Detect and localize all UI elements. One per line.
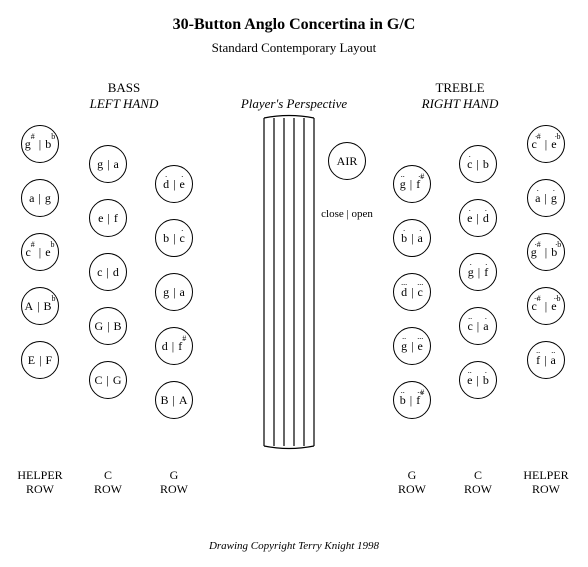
title: 30-Button Anglo Concertina in G/C xyxy=(0,16,588,34)
button-R_C-2: .g | .f xyxy=(459,253,497,291)
button-label: ...d | ...c xyxy=(400,286,424,298)
button-L_helper-3: A | Bb xyxy=(21,287,59,325)
row-label: HELPER xyxy=(506,468,586,483)
row-label: G xyxy=(134,468,214,483)
button-label: ..c | .a xyxy=(466,320,489,332)
button-L_G-2: g | a xyxy=(155,273,193,311)
button-R_G-3: ..g | ...e xyxy=(393,327,431,365)
button-label: ..g | ..f# xyxy=(399,178,425,190)
button-label: .c# | .eb xyxy=(530,138,561,150)
button-label: e | f xyxy=(97,212,119,224)
treble-label: TREBLE xyxy=(360,80,560,96)
button-label: .g# | .bb xyxy=(530,246,562,258)
row-label: ROW xyxy=(134,482,214,497)
button-label: .g | .f xyxy=(467,266,489,278)
button-label: ..c# | ..eb xyxy=(530,300,561,312)
button-label: ..b | ...f# xyxy=(399,394,425,406)
button-R_C-3: ..c | .a xyxy=(459,307,497,345)
button-label: B | A xyxy=(159,394,188,406)
button-label: .c | b xyxy=(466,158,490,170)
button-L_helper-4: E | F xyxy=(21,341,59,379)
button-L_C-2: c | d xyxy=(89,253,127,291)
button-R_C-4: ..e | .b xyxy=(459,361,497,399)
button-label: C | G xyxy=(93,374,122,386)
perspective-label: Player's Perspective xyxy=(194,96,394,112)
button-R_C-1: .e | .d xyxy=(459,199,497,237)
button-label: ..f | ..a xyxy=(535,354,557,366)
button-R_G-2: ...d | ...c xyxy=(393,273,431,311)
button-label: g | a xyxy=(96,158,120,170)
button-label: g# | bb xyxy=(24,138,56,150)
bellows xyxy=(244,111,334,453)
button-R_helper-1: .a | .g xyxy=(527,179,565,217)
button-label: .e | .d xyxy=(466,212,490,224)
button-R_G-1: .b | .a xyxy=(393,219,431,257)
button-R_G-0: ..g | ..f# xyxy=(393,165,431,203)
button-L_C-3: G | B xyxy=(89,307,127,345)
button-label: c | d xyxy=(96,266,120,278)
button-L_helper-1: a | g xyxy=(21,179,59,217)
button-label: .a | .g xyxy=(534,192,558,204)
button-R_helper-2: .g# | .bb xyxy=(527,233,565,271)
button-label: d | f# xyxy=(161,340,187,352)
button-R_C-0: .c | b xyxy=(459,145,497,183)
button-L_G-4: B | A xyxy=(155,381,193,419)
button-L_G-1: b | .c xyxy=(155,219,193,257)
button-label: b | .c xyxy=(162,232,186,244)
button-label: AIR xyxy=(337,155,358,167)
subtitle: Standard Contemporary Layout xyxy=(0,40,588,56)
button-label: ..g | ...e xyxy=(400,340,424,352)
button-L_G-0: .d | .e xyxy=(155,165,193,203)
button-R_G-4: ..b | ...f# xyxy=(393,381,431,419)
button-label: c# | eb xyxy=(24,246,55,258)
button-L_C-4: C | G xyxy=(89,361,127,399)
button-R_helper-0: .c# | .eb xyxy=(527,125,565,163)
button-label: A | Bb xyxy=(23,300,56,312)
button-label: E | F xyxy=(27,354,53,366)
button-label: a | g xyxy=(28,192,52,204)
button-R_helper-3: ..c# | ..eb xyxy=(527,287,565,325)
button-label: G | B xyxy=(93,320,122,332)
copyright: Drawing Copyright Terry Knight 1998 xyxy=(94,540,494,552)
button-L_G-3: d | f# xyxy=(155,327,193,365)
button-label: .d | .e xyxy=(162,178,186,190)
button-R_helper-4: ..f | ..a xyxy=(527,341,565,379)
row-label: ROW xyxy=(506,482,586,497)
button-L_helper-2: c# | eb xyxy=(21,233,59,271)
button-label: g | a xyxy=(162,286,186,298)
bass-label: BASS xyxy=(24,80,224,96)
button-L_helper-0: g# | bb xyxy=(21,125,59,163)
button-L_C-1: e | f xyxy=(89,199,127,237)
button-L_C-0: g | a xyxy=(89,145,127,183)
button-label: .b | .a xyxy=(400,232,424,244)
button-label: ..e | .b xyxy=(466,374,490,386)
concertina-layout-diagram: 30-Button Anglo Concertina in G/C Standar… xyxy=(0,0,588,567)
